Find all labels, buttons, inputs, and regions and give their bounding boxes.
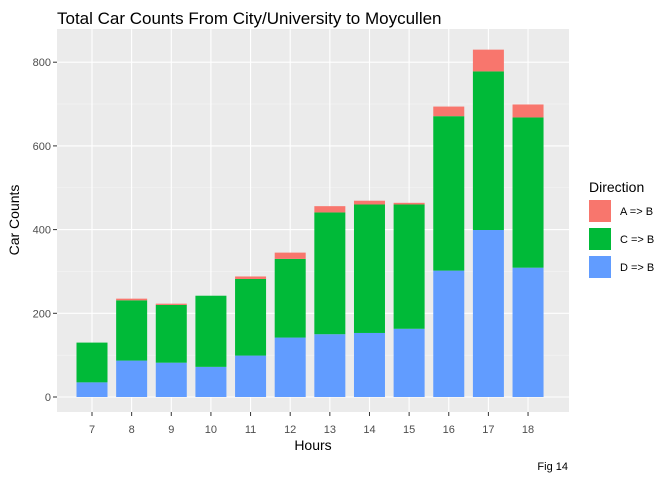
bar-segment-7-c-b — [76, 342, 108, 383]
bar-segment-12-c-b — [274, 258, 306, 338]
bar-segment-15-a-b — [393, 202, 425, 205]
bar-segment-15-c-b — [393, 204, 425, 329]
legend: Direction A => B C => B D => B — [589, 179, 654, 278]
y-tick-label: 0 — [45, 392, 51, 404]
y-tick-label: 400 — [33, 225, 51, 237]
y-tick-label: 600 — [33, 141, 51, 153]
bar-segment-9-c-b — [155, 304, 187, 363]
legend-label: A => B — [620, 206, 653, 218]
bar-segment-10-c-b — [195, 295, 227, 367]
legend-label: D => B — [620, 262, 654, 274]
x-tick-label: 9 — [168, 424, 174, 436]
bar-segment-11-d-b — [235, 355, 267, 397]
x-tick-label: 11 — [245, 424, 256, 436]
x-axis-title: Hours — [294, 437, 331, 453]
bars — [76, 49, 544, 397]
bar-segment-7-d-b — [76, 382, 108, 397]
bar-segment-11-c-b — [235, 278, 267, 356]
x-tick-label: 15 — [403, 424, 415, 436]
y-axis-title: Car Counts — [6, 185, 22, 256]
legend-title: Direction — [589, 179, 644, 195]
x-tick-label: 13 — [324, 424, 336, 436]
bar-segment-14-c-b — [353, 204, 385, 333]
bar-segment-9-a-b — [155, 303, 187, 305]
bar-segment-15-d-b — [393, 328, 425, 397]
y-tick-label: 200 — [33, 308, 51, 320]
bar-segment-14-a-b — [353, 200, 385, 205]
x-tick-label: 18 — [522, 424, 534, 436]
y-axis: 0 200 400 600 800 — [33, 57, 57, 404]
bar-segment-16-a-b — [433, 106, 465, 117]
x-tick-label: 16 — [443, 424, 455, 436]
x-tick-label: 10 — [205, 424, 217, 436]
bar-segment-13-c-b — [314, 212, 346, 335]
bar-segment-18-a-b — [512, 104, 544, 118]
bar-segment-8-d-b — [116, 360, 148, 397]
chart-title: Total Car Counts From City/University to… — [57, 9, 442, 28]
y-tick-label: 800 — [33, 57, 51, 69]
bar-segment-8-c-b — [116, 300, 148, 361]
legend-key — [589, 256, 611, 278]
legend-key — [589, 200, 611, 222]
bar-segment-12-d-b — [274, 337, 306, 397]
legend-key — [589, 228, 611, 250]
bar-segment-12-a-b — [274, 252, 306, 259]
bar-segment-13-d-b — [314, 334, 346, 397]
x-tick-label: 8 — [129, 424, 135, 436]
bar-segment-16-c-b — [433, 116, 465, 271]
bar-segment-17-a-b — [472, 49, 504, 72]
x-tick-label: 17 — [482, 424, 494, 436]
bar-segment-10-d-b — [195, 366, 227, 397]
legend-label: C => B — [620, 234, 654, 246]
bar-segment-18-d-b — [512, 267, 544, 397]
bar-segment-17-c-b — [472, 71, 504, 231]
x-tick-label: 12 — [284, 424, 296, 436]
x-tick-label: 7 — [89, 424, 95, 436]
bar-segment-9-d-b — [155, 362, 187, 397]
caption: Fig 14 — [537, 461, 568, 473]
bar-segment-16-d-b — [433, 270, 465, 397]
bar-segment-8-a-b — [116, 298, 148, 301]
x-tick-label: 14 — [363, 424, 375, 436]
bar-segment-17-d-b — [472, 230, 504, 397]
x-axis: 7 8 9 10 11 12 13 14 15 16 17 18 — [89, 412, 534, 436]
bar-segment-13-a-b — [314, 206, 346, 213]
bar-segment-18-c-b — [512, 117, 544, 268]
bar-segment-11-a-b — [235, 276, 267, 279]
bar-segment-14-d-b — [353, 332, 385, 397]
